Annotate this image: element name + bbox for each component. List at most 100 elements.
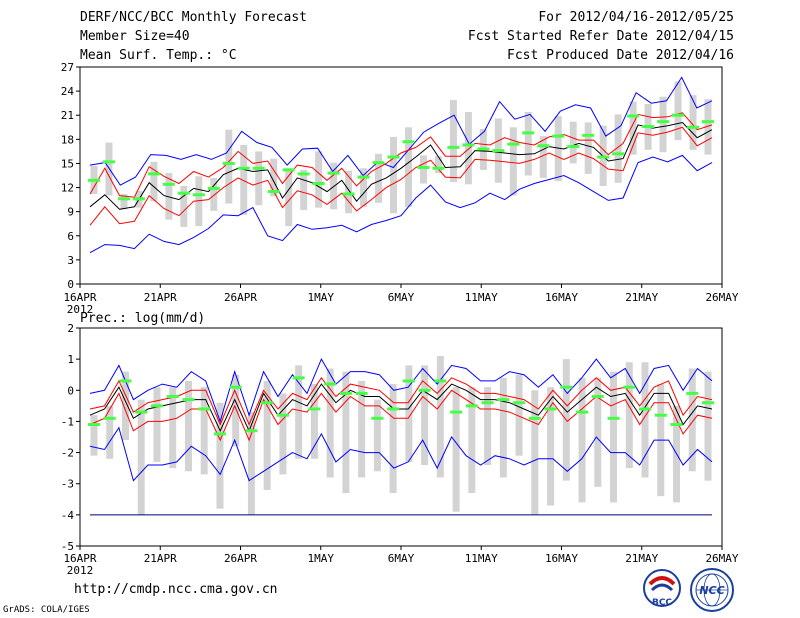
- median-mark-9: [222, 161, 235, 165]
- median-mark-37: [670, 423, 683, 427]
- max-line: [89, 357, 713, 424]
- median-mark-33: [607, 416, 620, 420]
- box-24: [449, 99, 457, 182]
- median-mark-13: [292, 376, 305, 380]
- y-tick-label-9: 27: [61, 61, 74, 74]
- median-mark-8: [213, 432, 226, 436]
- median-mark-24: [447, 145, 460, 149]
- box-32: [569, 121, 577, 164]
- box-11: [263, 380, 271, 490]
- median-mark-15: [312, 182, 325, 186]
- box-7: [200, 387, 208, 475]
- y-tick-label-1: -4: [61, 509, 75, 522]
- median-mark-23: [432, 166, 445, 170]
- median-mark-31: [552, 134, 565, 138]
- box-39: [674, 81, 682, 141]
- box-13: [285, 168, 293, 227]
- median-mark-4: [150, 404, 163, 408]
- median-mark-11: [252, 166, 265, 170]
- box-31: [578, 377, 586, 503]
- median-mark-28: [528, 416, 541, 420]
- box-39: [704, 371, 712, 481]
- box-3: [137, 399, 145, 515]
- box-6: [180, 185, 188, 227]
- box-40: [689, 95, 697, 150]
- box-19: [389, 384, 397, 494]
- median-mark-35: [612, 152, 625, 156]
- median-mark-3: [135, 410, 148, 414]
- y-tick-label-7: 21: [61, 109, 74, 122]
- box-17: [358, 380, 366, 478]
- y-tick-label-0: -5: [61, 540, 74, 553]
- bcc-logo-icon: BCC: [643, 569, 681, 608]
- x-tick-label-8: 26MAY: [705, 552, 738, 565]
- source-url[interactable]: http://cmdp.ncc.cma.gov.cn: [74, 582, 278, 597]
- upper-spread-line: [89, 112, 713, 198]
- box-19: [375, 153, 383, 203]
- box-12: [270, 158, 278, 197]
- box-33: [584, 122, 592, 174]
- temperature-panel: 0 3 6 9 12 15 18 21 24 27 16APR 21APR 26APR 1MAY 6MAY 1…: [61, 61, 739, 316]
- x-tick-label-8: 26MAY: [705, 291, 738, 304]
- box-4: [150, 161, 158, 202]
- y-tick-label-0: 0: [67, 278, 74, 291]
- box-32: [594, 377, 602, 487]
- box-12: [279, 393, 287, 475]
- median-mark-20: [402, 379, 415, 383]
- x-tick-label-1: 21APR: [144, 291, 177, 304]
- x-tick-label-0: 16APR: [63, 552, 96, 565]
- y-tick-label-4: 12: [61, 182, 74, 195]
- box-13: [295, 365, 303, 459]
- box-38: [659, 96, 667, 153]
- median-mark-6: [182, 398, 195, 402]
- median-mark-10: [237, 166, 250, 170]
- median-mark-16: [339, 391, 352, 395]
- median-mark-29: [522, 131, 535, 135]
- min-line: [89, 154, 713, 254]
- min-line: [89, 426, 713, 482]
- median-mark-41: [702, 120, 714, 124]
- upper-spread-line: [89, 376, 713, 426]
- box-2: [120, 193, 128, 210]
- box-8: [216, 402, 224, 509]
- median-mark-18: [357, 175, 370, 179]
- box-0: [90, 415, 98, 456]
- median-mark-0: [88, 423, 100, 427]
- median-mark-25: [481, 401, 494, 405]
- ncc-logo-icon: NCC: [690, 568, 734, 612]
- median-mark-2: [119, 379, 132, 383]
- member-size: Member Size=40: [80, 29, 190, 44]
- box-10: [240, 144, 248, 215]
- median-mark-27: [513, 401, 526, 405]
- median-mark-1: [102, 160, 115, 164]
- median-mark-40: [687, 125, 700, 129]
- median-mark-17: [355, 391, 368, 395]
- y-tick-label-5: 15: [61, 157, 74, 170]
- median-mark-17: [342, 192, 355, 196]
- plot-frame: [79, 66, 723, 285]
- max-line: [89, 76, 713, 186]
- y-tick-label-5: 0: [67, 384, 74, 397]
- y-tick-label-2: -3: [61, 478, 74, 491]
- median-mark-13: [282, 168, 295, 172]
- lower-spread-line: [89, 389, 713, 442]
- box-34: [625, 362, 633, 469]
- median-mark-34: [597, 155, 610, 159]
- median-mark-36: [627, 114, 640, 118]
- box-9: [232, 374, 240, 447]
- chart-title: DERF/NCC/BCC Monthly Forecast: [80, 10, 307, 25]
- box-38: [688, 368, 696, 472]
- box-2: [121, 371, 129, 441]
- box-24: [468, 387, 476, 494]
- median-mark-2: [117, 197, 130, 201]
- fcst-started-date: Fcst Started Refer Date 2012/04/15: [467, 29, 734, 44]
- median-mark-9: [229, 385, 242, 389]
- median-mark-26: [497, 398, 510, 402]
- median-mark-32: [591, 395, 604, 399]
- box-33: [610, 371, 618, 503]
- box-28: [531, 390, 539, 515]
- median-mark-38: [686, 391, 699, 395]
- box-25: [484, 387, 492, 466]
- box-8: [210, 177, 218, 211]
